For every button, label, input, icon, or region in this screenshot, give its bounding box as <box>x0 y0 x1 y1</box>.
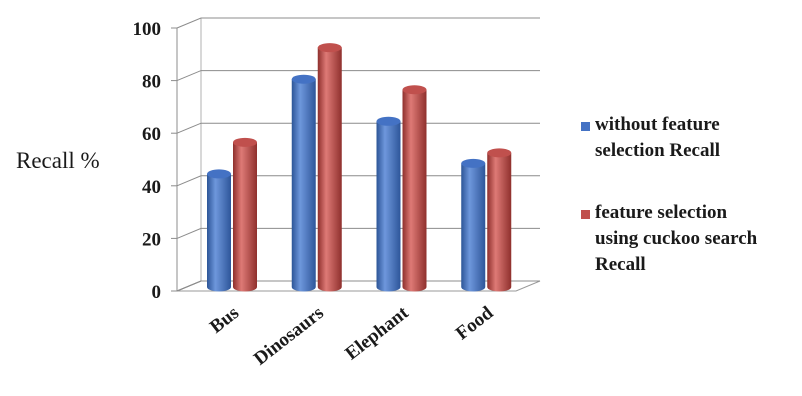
gridline <box>176 175 540 187</box>
x-category-label-food: Food <box>452 302 498 344</box>
legend-swatch <box>581 210 590 219</box>
bar-top <box>207 169 231 179</box>
bar-bus-series-1 <box>207 169 231 292</box>
y-tick-labels: 0 20 40 60 80 100 <box>133 19 162 303</box>
y-tick-label: 80 <box>142 72 161 93</box>
bar-top <box>402 85 427 95</box>
bar-body <box>233 142 257 292</box>
y-tick-label: 40 <box>142 177 161 198</box>
gridline <box>176 17 540 29</box>
chart-floor <box>176 280 541 292</box>
bar-body <box>317 47 342 292</box>
bar-body <box>461 163 486 292</box>
legend-swatch <box>581 122 590 131</box>
x-category-label-elephant: Elephant <box>341 302 413 364</box>
bar-dinosaurs-series-1 <box>291 74 316 292</box>
gridlines <box>171 17 540 292</box>
bar-body <box>402 89 427 292</box>
y-tick-label: 60 <box>142 124 161 145</box>
bar-top <box>487 148 512 158</box>
bar-elephant-series-2 <box>402 85 427 292</box>
legend-label: feature selection using cuckoo search Reca… <box>595 202 758 275</box>
bar-body <box>291 79 316 292</box>
bar-body <box>376 121 401 292</box>
gridline <box>176 227 540 239</box>
bar-body <box>207 173 231 292</box>
y-tick-label: 100 <box>133 19 162 40</box>
y-tick-label: 20 <box>142 229 161 250</box>
bar-top <box>461 158 486 168</box>
bar-food-series-1 <box>461 158 486 292</box>
bar-elephant-series-1 <box>376 116 401 292</box>
bar-dinosaurs-series-2 <box>317 43 342 292</box>
gridline <box>176 280 540 292</box>
bar-top <box>376 116 401 126</box>
bar-body <box>487 152 512 292</box>
bar-top <box>317 43 342 53</box>
bar-bus-series-2 <box>233 137 257 292</box>
chart-walls <box>176 18 541 292</box>
bar-top <box>233 137 257 147</box>
y-tick-label: 0 <box>152 282 162 303</box>
x-category-label-bus: Bus <box>206 302 243 337</box>
legend-label: without feature selection Recall <box>595 114 720 161</box>
x-category-labels: Bus Dinosaurs Elephant Food <box>206 302 498 370</box>
y-axis-label: Recall % <box>16 148 100 173</box>
bars <box>207 43 512 292</box>
gridline <box>176 70 540 82</box>
gridline <box>176 122 540 134</box>
bar-food-series-2 <box>487 148 512 292</box>
bar-top <box>291 74 316 84</box>
legend-entry-1: without feature selection Recall <box>581 114 720 161</box>
legend: without feature selection Recall feature s… <box>581 114 758 275</box>
legend-entry-2: feature selection using cuckoo search Reca… <box>581 202 758 275</box>
x-category-label-dinosaurs: Dinosaurs <box>250 302 328 369</box>
